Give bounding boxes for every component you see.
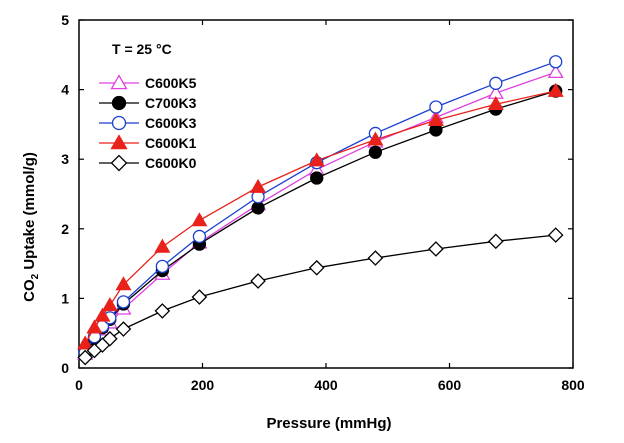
data-point-c600k0 (191, 289, 208, 305)
data-point-c600k1 (115, 276, 132, 291)
y-tick-label: 5 (61, 12, 69, 28)
x-axis-label: Pressure (mmHg) (266, 415, 391, 432)
data-point-c700k3 (310, 171, 324, 185)
legend-label: C700K3 (145, 95, 197, 111)
y-axis-label-suffix: Uptake (mmol/g) (21, 152, 38, 274)
data-point-c600k0 (154, 303, 171, 319)
series-c600k1 (77, 82, 564, 350)
legend-item-c600k3: C600K3 (99, 115, 197, 131)
data-point-c600k1 (86, 319, 103, 334)
data-point-c600k1 (154, 238, 171, 253)
y-tick-label: 4 (61, 82, 69, 98)
legend: C600K5 C700K3 C600K3 C600K1 C600K0 (99, 74, 197, 172)
legend-item-c600k1: C600K1 (99, 134, 197, 151)
data-point-c600k3 (489, 76, 503, 90)
data-point-c600k0 (367, 250, 384, 266)
y-tick-label: 3 (61, 151, 69, 167)
legend-label: C600K1 (145, 135, 197, 151)
legend-marker (111, 115, 127, 131)
data-point-c600k5 (547, 63, 564, 79)
temperature-annotation: T = 25 °C (112, 41, 172, 57)
legend-label: C600K3 (145, 115, 197, 131)
data-point-c600k1 (547, 82, 564, 97)
data-point-c600k0 (487, 233, 504, 250)
y-tick-label: 1 (61, 290, 69, 306)
data-point-c600k0 (115, 321, 132, 337)
data-point-c600k1 (101, 297, 118, 312)
y-axis-label-prefix: CO (21, 279, 38, 302)
x-tick-label: 200 (191, 377, 215, 393)
data-point-c600k1 (191, 212, 208, 227)
y-axis-label-subscript: 2 (30, 273, 41, 279)
data-point-c600k1 (367, 131, 384, 146)
legend-marker (110, 134, 128, 150)
legend-marker (110, 154, 128, 172)
legend-item-c600k0: C600K0 (99, 154, 197, 172)
legend-label: C600K0 (145, 155, 197, 171)
series-layer (77, 55, 564, 366)
y-axis-label: CO2 Uptake (mmol/g) (21, 152, 41, 302)
data-point-c600k3 (429, 100, 443, 114)
legend-label: C600K5 (145, 75, 197, 91)
data-point-c600k3 (192, 229, 207, 244)
data-point-c700k3 (251, 201, 265, 215)
data-point-c600k1 (77, 335, 94, 350)
data-point-c600k0 (77, 349, 93, 366)
data-point-c600k3 (116, 295, 131, 309)
data-point-c600k1 (250, 178, 267, 193)
data-point-c600k3 (549, 55, 563, 69)
data-point-c600k1 (94, 307, 111, 322)
data-point-c700k3 (368, 145, 383, 159)
data-point-c600k0 (547, 227, 564, 243)
axes: 0 200 400 600 800 0 1 2 3 4 5 (61, 12, 585, 393)
legend-marker (111, 95, 127, 111)
data-point-c600k0 (308, 259, 325, 276)
series-c600k0 (77, 227, 564, 366)
legend-item-c700k3: C700K3 (99, 95, 197, 111)
y-tick-label: 2 (61, 221, 69, 237)
data-point-c600k0 (250, 273, 266, 289)
x-tick-label: 400 (314, 377, 338, 393)
data-point-c600k0 (102, 330, 118, 347)
x-tick-label: 0 (75, 377, 83, 393)
x-tick-label: 800 (561, 377, 585, 393)
legend-marker (110, 74, 128, 90)
y-tick-label: 0 (61, 360, 69, 376)
x-tick-label: 600 (438, 377, 462, 393)
data-point-c600k3 (155, 259, 170, 274)
data-point-c600k1 (487, 96, 504, 111)
data-point-c600k1 (308, 152, 325, 167)
data-point-c600k1 (427, 112, 444, 127)
data-point-c600k0 (428, 241, 444, 257)
legend-item-c600k5: C600K5 (99, 74, 197, 91)
